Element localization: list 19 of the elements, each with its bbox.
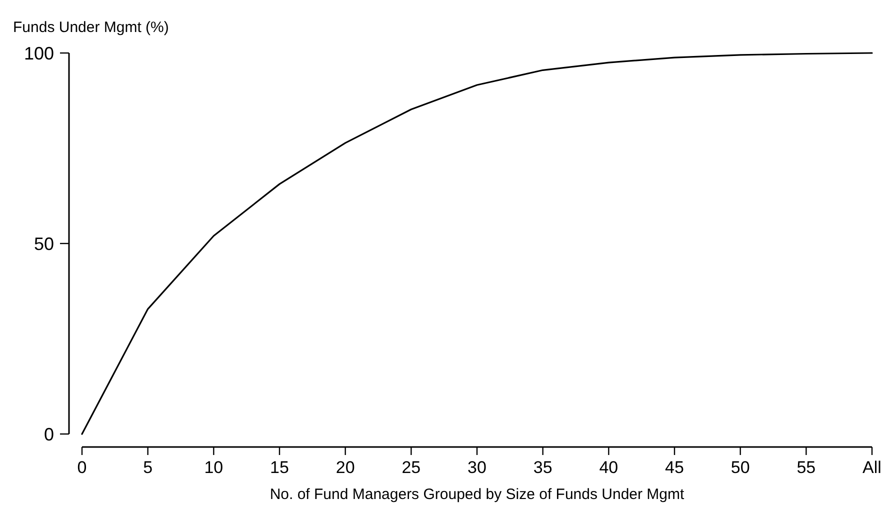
line-series xyxy=(81,52,873,435)
x-tick-label: 55 xyxy=(796,458,816,477)
x-tick-label: 20 xyxy=(336,458,355,477)
x-tick-label: All xyxy=(862,458,882,477)
y-axis-title: Funds Under Mgmt (%) xyxy=(13,19,169,36)
x-tick-label: 35 xyxy=(533,458,552,477)
x-tick-label: 50 xyxy=(730,458,750,477)
y-tick-label: 100 xyxy=(24,43,54,64)
x-tick-label: 45 xyxy=(665,458,684,477)
x-tick-label: 5 xyxy=(143,458,153,477)
x-tick-label: 25 xyxy=(402,458,421,477)
y-tick-label: 0 xyxy=(44,424,54,444)
x-tick-label: 30 xyxy=(468,458,486,477)
x-tick-label: 40 xyxy=(599,458,618,477)
x-tick-label: 10 xyxy=(204,458,224,477)
x-axis-title: No. of Fund Managers Grouped by Size of Funds Under Mgmt xyxy=(270,486,686,503)
x-tick-label: 15 xyxy=(270,458,289,477)
y-tick-label: 50 xyxy=(34,234,54,254)
x-tick-label: 0 xyxy=(77,458,87,477)
